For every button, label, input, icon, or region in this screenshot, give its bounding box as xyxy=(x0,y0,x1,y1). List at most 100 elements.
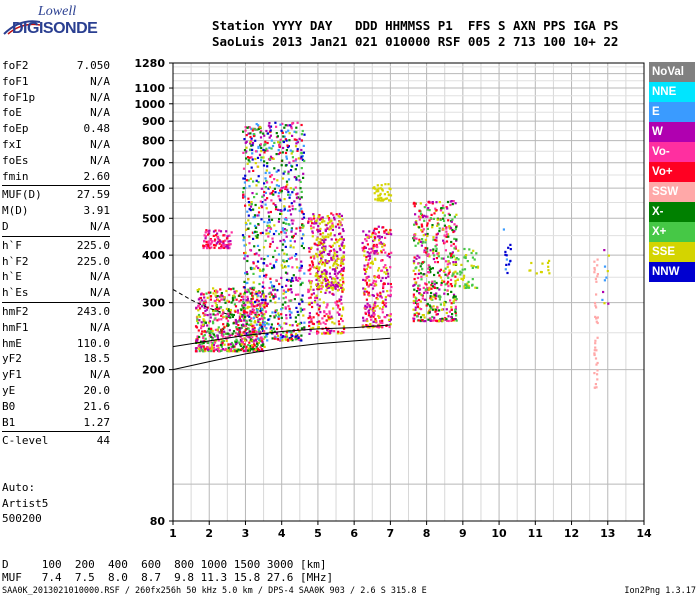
echo-point xyxy=(222,323,225,326)
echo-point xyxy=(317,322,321,325)
echo-point xyxy=(593,260,596,263)
echo-point xyxy=(342,229,345,233)
echo-point xyxy=(251,311,254,314)
echo-point xyxy=(341,288,344,292)
echo-point xyxy=(257,337,260,340)
echo-point xyxy=(421,230,424,233)
echo-point xyxy=(329,275,332,279)
echo-point xyxy=(548,259,551,262)
echo-point xyxy=(301,158,304,161)
echo-point xyxy=(376,246,379,249)
echo-point xyxy=(227,308,230,311)
echo-point xyxy=(417,303,420,306)
echo-point xyxy=(315,238,318,241)
param-name: yF2 xyxy=(2,352,22,366)
echo-point xyxy=(449,203,452,207)
echo-point xyxy=(605,276,608,279)
echo-point xyxy=(238,317,241,320)
echo-point xyxy=(257,223,260,226)
echo-point xyxy=(248,242,251,245)
echo-point xyxy=(238,327,241,330)
echo-point xyxy=(412,293,415,296)
param-value: N/A xyxy=(90,270,110,284)
echo-point xyxy=(276,179,279,182)
echo-point xyxy=(253,133,256,136)
echo-point xyxy=(363,264,366,267)
x-tick-label: 11 xyxy=(528,527,543,540)
echo-point xyxy=(243,286,246,289)
echo-point xyxy=(378,242,381,245)
echo-point xyxy=(328,218,331,221)
echo-point xyxy=(232,287,235,290)
echo-point xyxy=(227,300,230,303)
echo-point xyxy=(283,218,287,221)
echo-point xyxy=(429,217,432,220)
echo-point xyxy=(308,250,311,253)
echo-point xyxy=(272,289,275,292)
echo-point xyxy=(271,240,274,243)
echo-point xyxy=(321,232,325,235)
echo-point xyxy=(272,190,275,193)
echo-point xyxy=(595,280,598,283)
echo-point xyxy=(263,330,266,333)
echo-point xyxy=(309,256,312,259)
echo-point xyxy=(339,284,342,287)
echo-point xyxy=(430,287,433,290)
echo-point xyxy=(287,257,290,261)
echo-point xyxy=(281,243,285,246)
echo-point xyxy=(436,218,439,221)
echo-point xyxy=(340,295,343,298)
echo-point xyxy=(248,170,251,173)
echo-point xyxy=(229,316,232,319)
echo-point xyxy=(416,315,419,318)
echo-point xyxy=(450,244,453,247)
echo-point xyxy=(474,286,477,289)
echo-point xyxy=(453,247,456,250)
echo-point xyxy=(229,240,232,243)
echo-point xyxy=(265,229,268,232)
echo-point xyxy=(293,240,296,243)
echo-point xyxy=(318,288,321,291)
echo-point xyxy=(250,320,253,323)
echo-point xyxy=(368,230,371,233)
echo-point xyxy=(272,157,275,160)
echo-point xyxy=(431,201,434,204)
echo-point xyxy=(263,258,266,261)
echo-point xyxy=(269,227,273,230)
echo-point xyxy=(203,302,206,305)
echo-point xyxy=(235,343,238,346)
echo-point xyxy=(204,231,207,234)
echo-point xyxy=(246,349,250,352)
echo-point xyxy=(250,305,253,308)
echo-point xyxy=(333,254,336,257)
echo-point xyxy=(310,301,313,304)
echo-point xyxy=(369,257,372,260)
echo-point xyxy=(372,306,375,309)
echo-point xyxy=(230,343,233,346)
echo-point xyxy=(244,126,247,129)
y-tick-label: 1280 xyxy=(134,57,165,70)
echo-point xyxy=(445,318,448,321)
echo-point xyxy=(300,210,304,213)
echo-point xyxy=(440,257,443,260)
echo-point xyxy=(299,187,302,190)
echo-point xyxy=(341,286,344,289)
echo-point xyxy=(284,335,287,338)
echo-point xyxy=(207,341,210,344)
echo-point xyxy=(280,212,283,215)
echo-point xyxy=(263,160,266,163)
echo-point xyxy=(339,223,342,226)
echo-point xyxy=(435,201,438,204)
echo-point xyxy=(196,318,199,321)
echo-point xyxy=(432,248,435,251)
echo-point xyxy=(271,157,274,160)
echo-point xyxy=(308,217,311,220)
echo-point xyxy=(251,324,254,328)
echo-point xyxy=(220,334,223,337)
echo-point xyxy=(300,123,303,127)
echo-point xyxy=(202,318,205,321)
echo-point xyxy=(461,278,465,281)
echo-point xyxy=(367,285,370,288)
echo-point xyxy=(454,228,457,231)
echo-point xyxy=(288,310,291,313)
